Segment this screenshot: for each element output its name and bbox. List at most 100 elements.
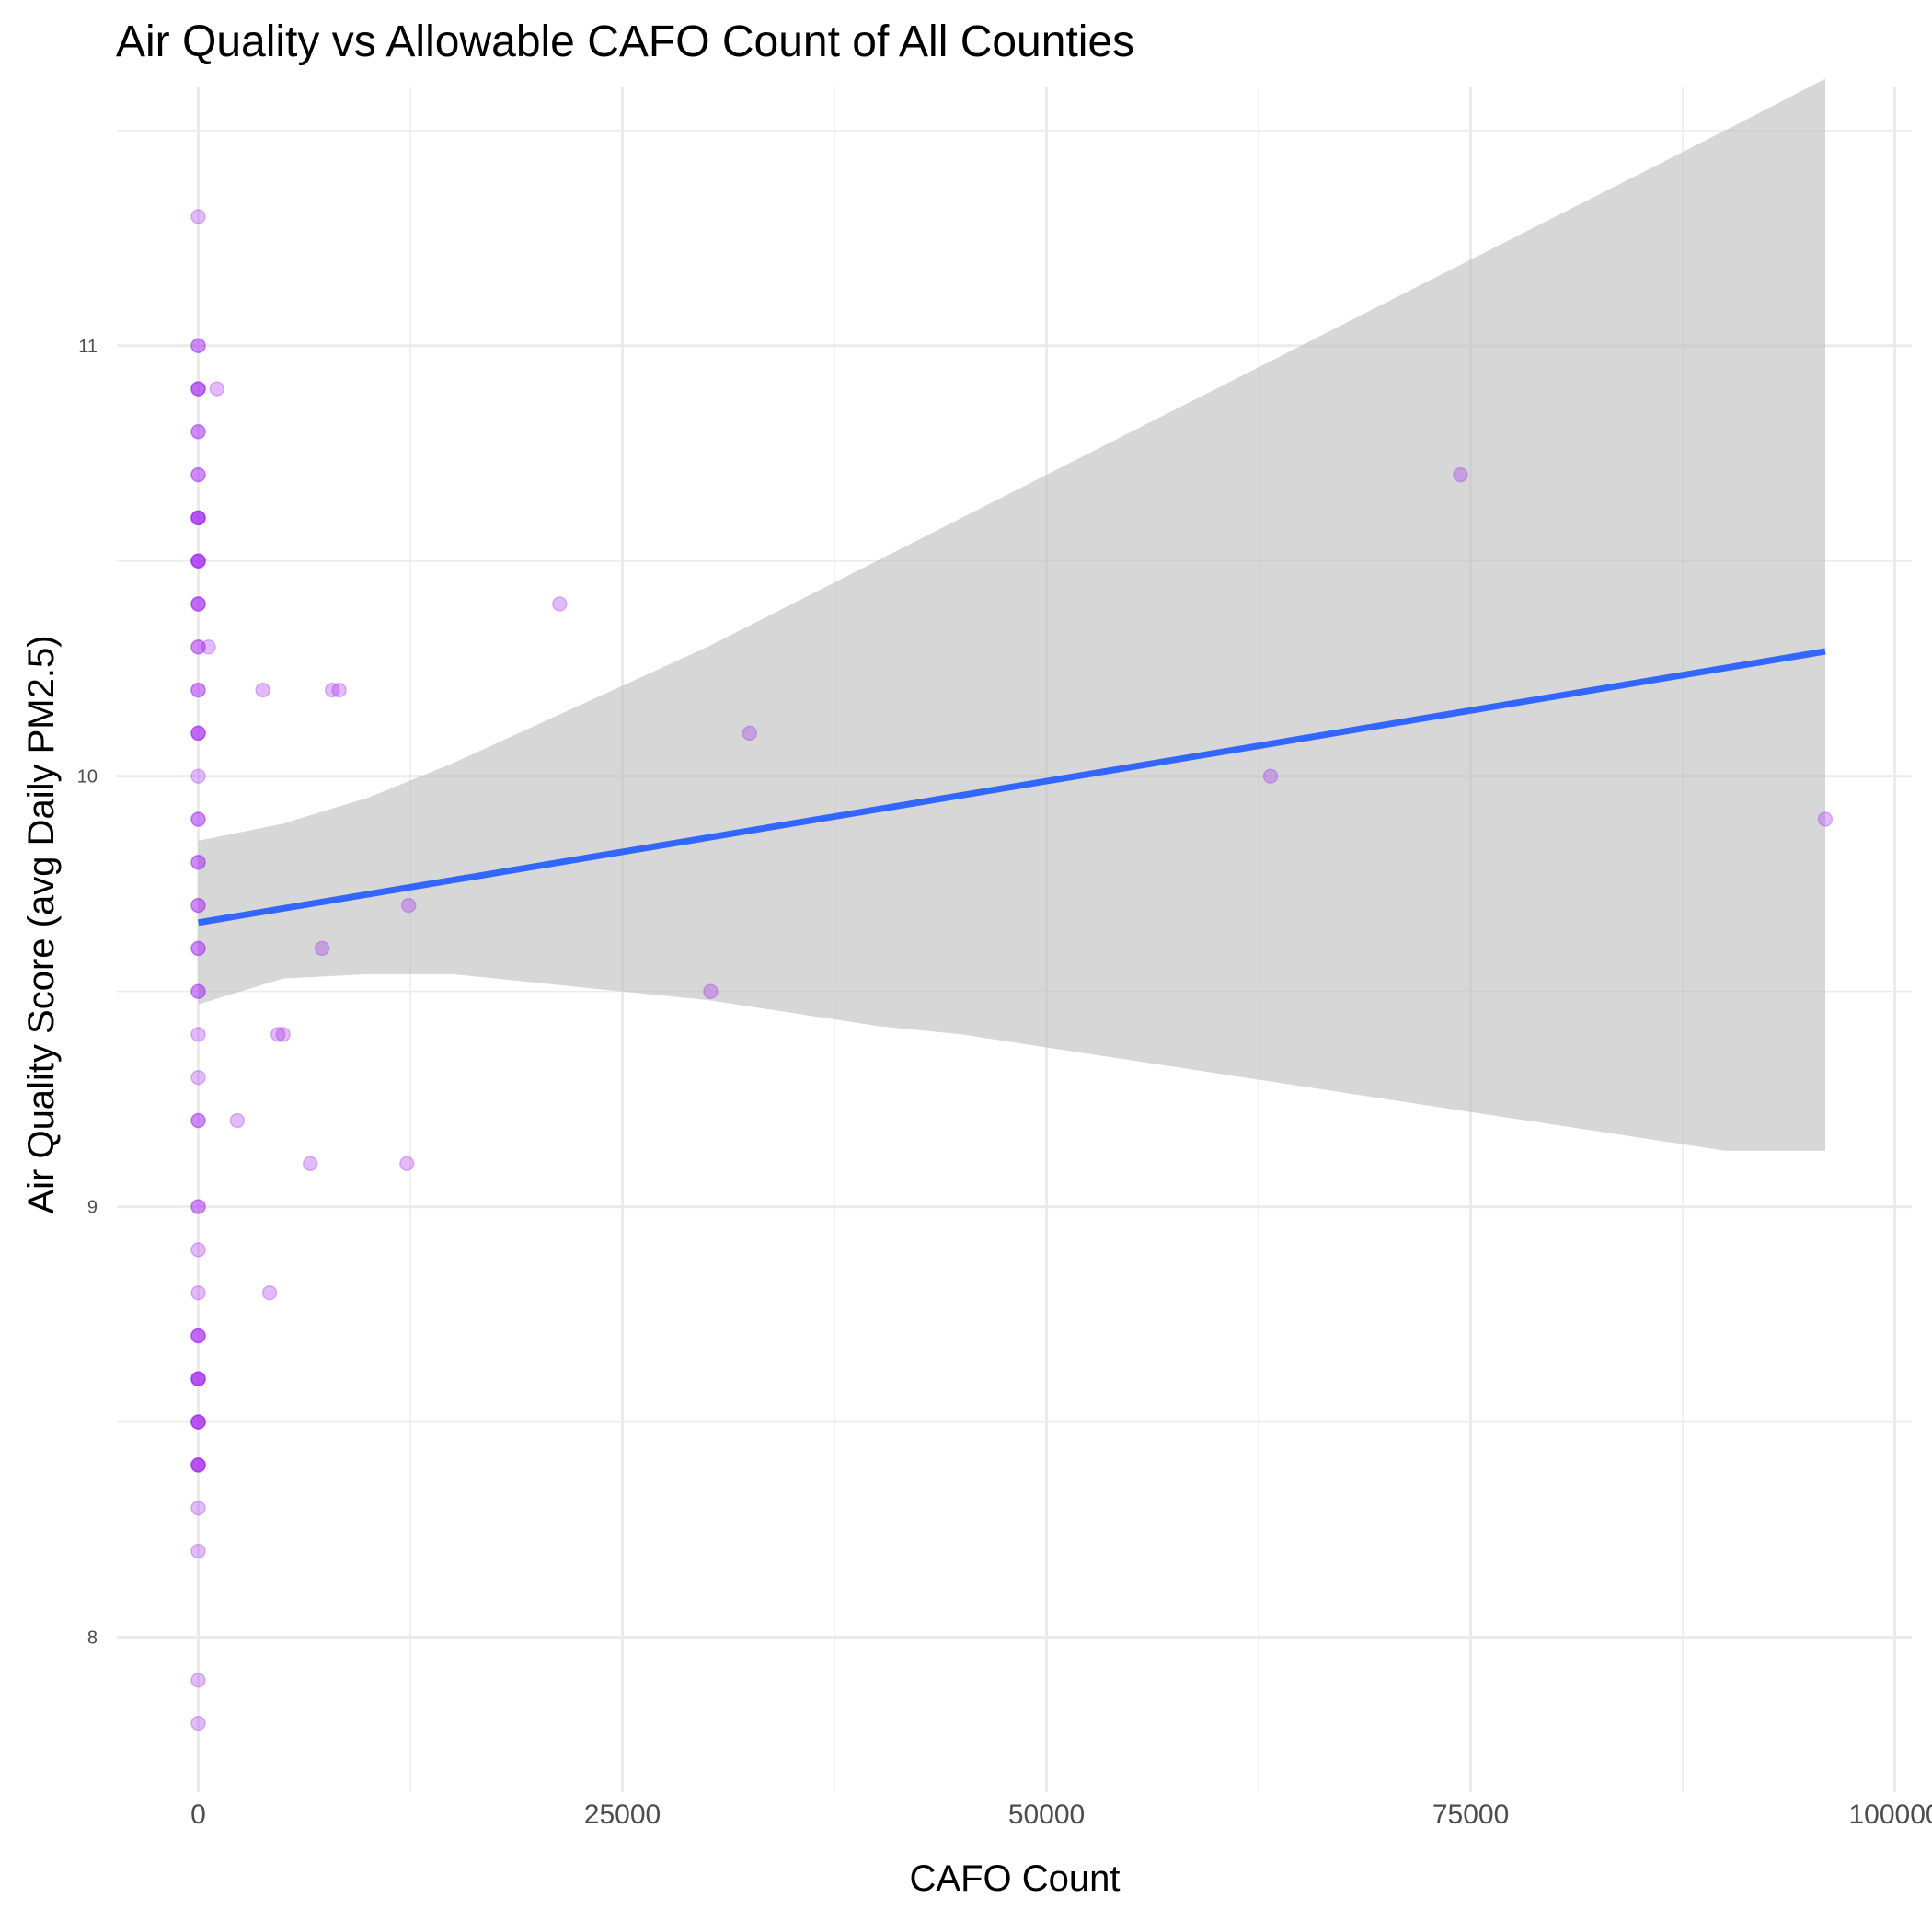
data-point	[190, 682, 206, 698]
data-point	[1262, 768, 1279, 784]
data-point	[190, 983, 206, 999]
data-point	[399, 1156, 415, 1172]
data-point	[190, 1371, 206, 1387]
data-point	[190, 983, 206, 999]
data-point	[190, 855, 206, 870]
data-point	[201, 639, 216, 655]
data-point	[190, 381, 206, 397]
data-point	[190, 1328, 206, 1344]
data-point	[190, 338, 206, 354]
y-tick-label: 9	[87, 1198, 98, 1218]
data-point	[190, 596, 206, 612]
chart-title: Air Quality vs Allowable CAFO Count of A…	[116, 17, 1134, 66]
data-point	[261, 1284, 278, 1301]
data-point	[190, 553, 206, 569]
data-point	[190, 510, 206, 526]
data-point	[190, 1457, 206, 1473]
data-point	[209, 381, 225, 397]
data-point	[190, 940, 206, 957]
data-point	[190, 897, 206, 914]
data-point	[190, 1715, 206, 1731]
data-point	[275, 1027, 291, 1042]
data-point	[190, 639, 206, 655]
x-tick-label: 0	[190, 1800, 206, 1830]
data-point	[190, 768, 206, 784]
data-point	[190, 682, 206, 698]
y-tick-label: 11	[78, 337, 98, 357]
data-point	[190, 596, 206, 612]
data-point	[229, 1112, 246, 1129]
x-axis-ticks: 0 25000 50000 75000 100000	[190, 1800, 1932, 1830]
data-point	[190, 1328, 206, 1344]
data-point	[190, 1673, 206, 1688]
data-point	[190, 1414, 206, 1430]
data-point	[190, 725, 206, 742]
x-tick-label: 25000	[584, 1800, 661, 1830]
data-point	[190, 510, 206, 526]
data-point	[190, 553, 206, 569]
data-point	[190, 553, 206, 569]
data-point	[190, 466, 206, 483]
data-point	[190, 725, 206, 742]
data-point	[190, 1069, 206, 1086]
data-point	[703, 983, 719, 999]
data-point	[190, 209, 206, 224]
data-point	[190, 381, 206, 397]
data-point	[400, 897, 417, 914]
data-point	[190, 381, 206, 397]
data-point	[190, 510, 206, 526]
data-point	[190, 725, 206, 742]
y-tick-label: 8	[87, 1628, 98, 1649]
data-point	[190, 510, 206, 526]
data-point	[190, 897, 206, 914]
x-axis-title: CAFO Count	[910, 1858, 1121, 1899]
data-point	[190, 424, 206, 440]
data-point	[190, 1199, 206, 1214]
y-axis-ticks: 8 9 10 11	[77, 337, 98, 1649]
data-point	[190, 1457, 206, 1473]
y-tick-label: 10	[77, 767, 98, 788]
confidence-band-layer	[198, 78, 1825, 1151]
data-point	[190, 1457, 206, 1473]
data-point	[190, 424, 206, 440]
points-layer	[190, 209, 1834, 1731]
data-point	[190, 811, 206, 827]
y-axis-title: Air Quality Score (avg Daily PM2.5)	[21, 635, 62, 1213]
data-point	[190, 1284, 206, 1301]
data-point	[190, 338, 206, 354]
data-point	[190, 1328, 206, 1344]
data-point	[190, 1500, 206, 1516]
data-point	[1453, 466, 1468, 483]
data-point	[190, 1027, 206, 1042]
data-point	[190, 1112, 206, 1129]
data-point	[270, 1027, 286, 1042]
data-point	[331, 682, 347, 698]
x-tick-label: 100000	[1849, 1800, 1932, 1830]
data-point	[190, 553, 206, 569]
x-tick-label: 50000	[1008, 1800, 1085, 1830]
data-point	[190, 1543, 206, 1559]
trend-line	[197, 648, 1826, 926]
data-point	[1817, 811, 1834, 827]
data-point	[190, 1371, 206, 1387]
data-point	[190, 1199, 206, 1214]
confidence-band	[198, 78, 1825, 1151]
data-point	[324, 682, 340, 698]
data-point	[190, 1414, 206, 1430]
data-point	[190, 940, 206, 957]
data-point	[190, 639, 206, 655]
data-point	[742, 725, 758, 742]
data-point	[190, 1371, 206, 1387]
trend-line-layer	[197, 648, 1826, 926]
data-point	[190, 1371, 206, 1387]
data-point	[190, 1414, 206, 1430]
data-point	[302, 1156, 318, 1172]
data-point	[314, 940, 330, 957]
data-point	[190, 1414, 206, 1430]
data-point	[255, 682, 270, 698]
data-point	[190, 855, 206, 870]
data-point	[190, 596, 206, 612]
data-point	[190, 466, 206, 483]
x-tick-label: 75000	[1432, 1800, 1509, 1830]
